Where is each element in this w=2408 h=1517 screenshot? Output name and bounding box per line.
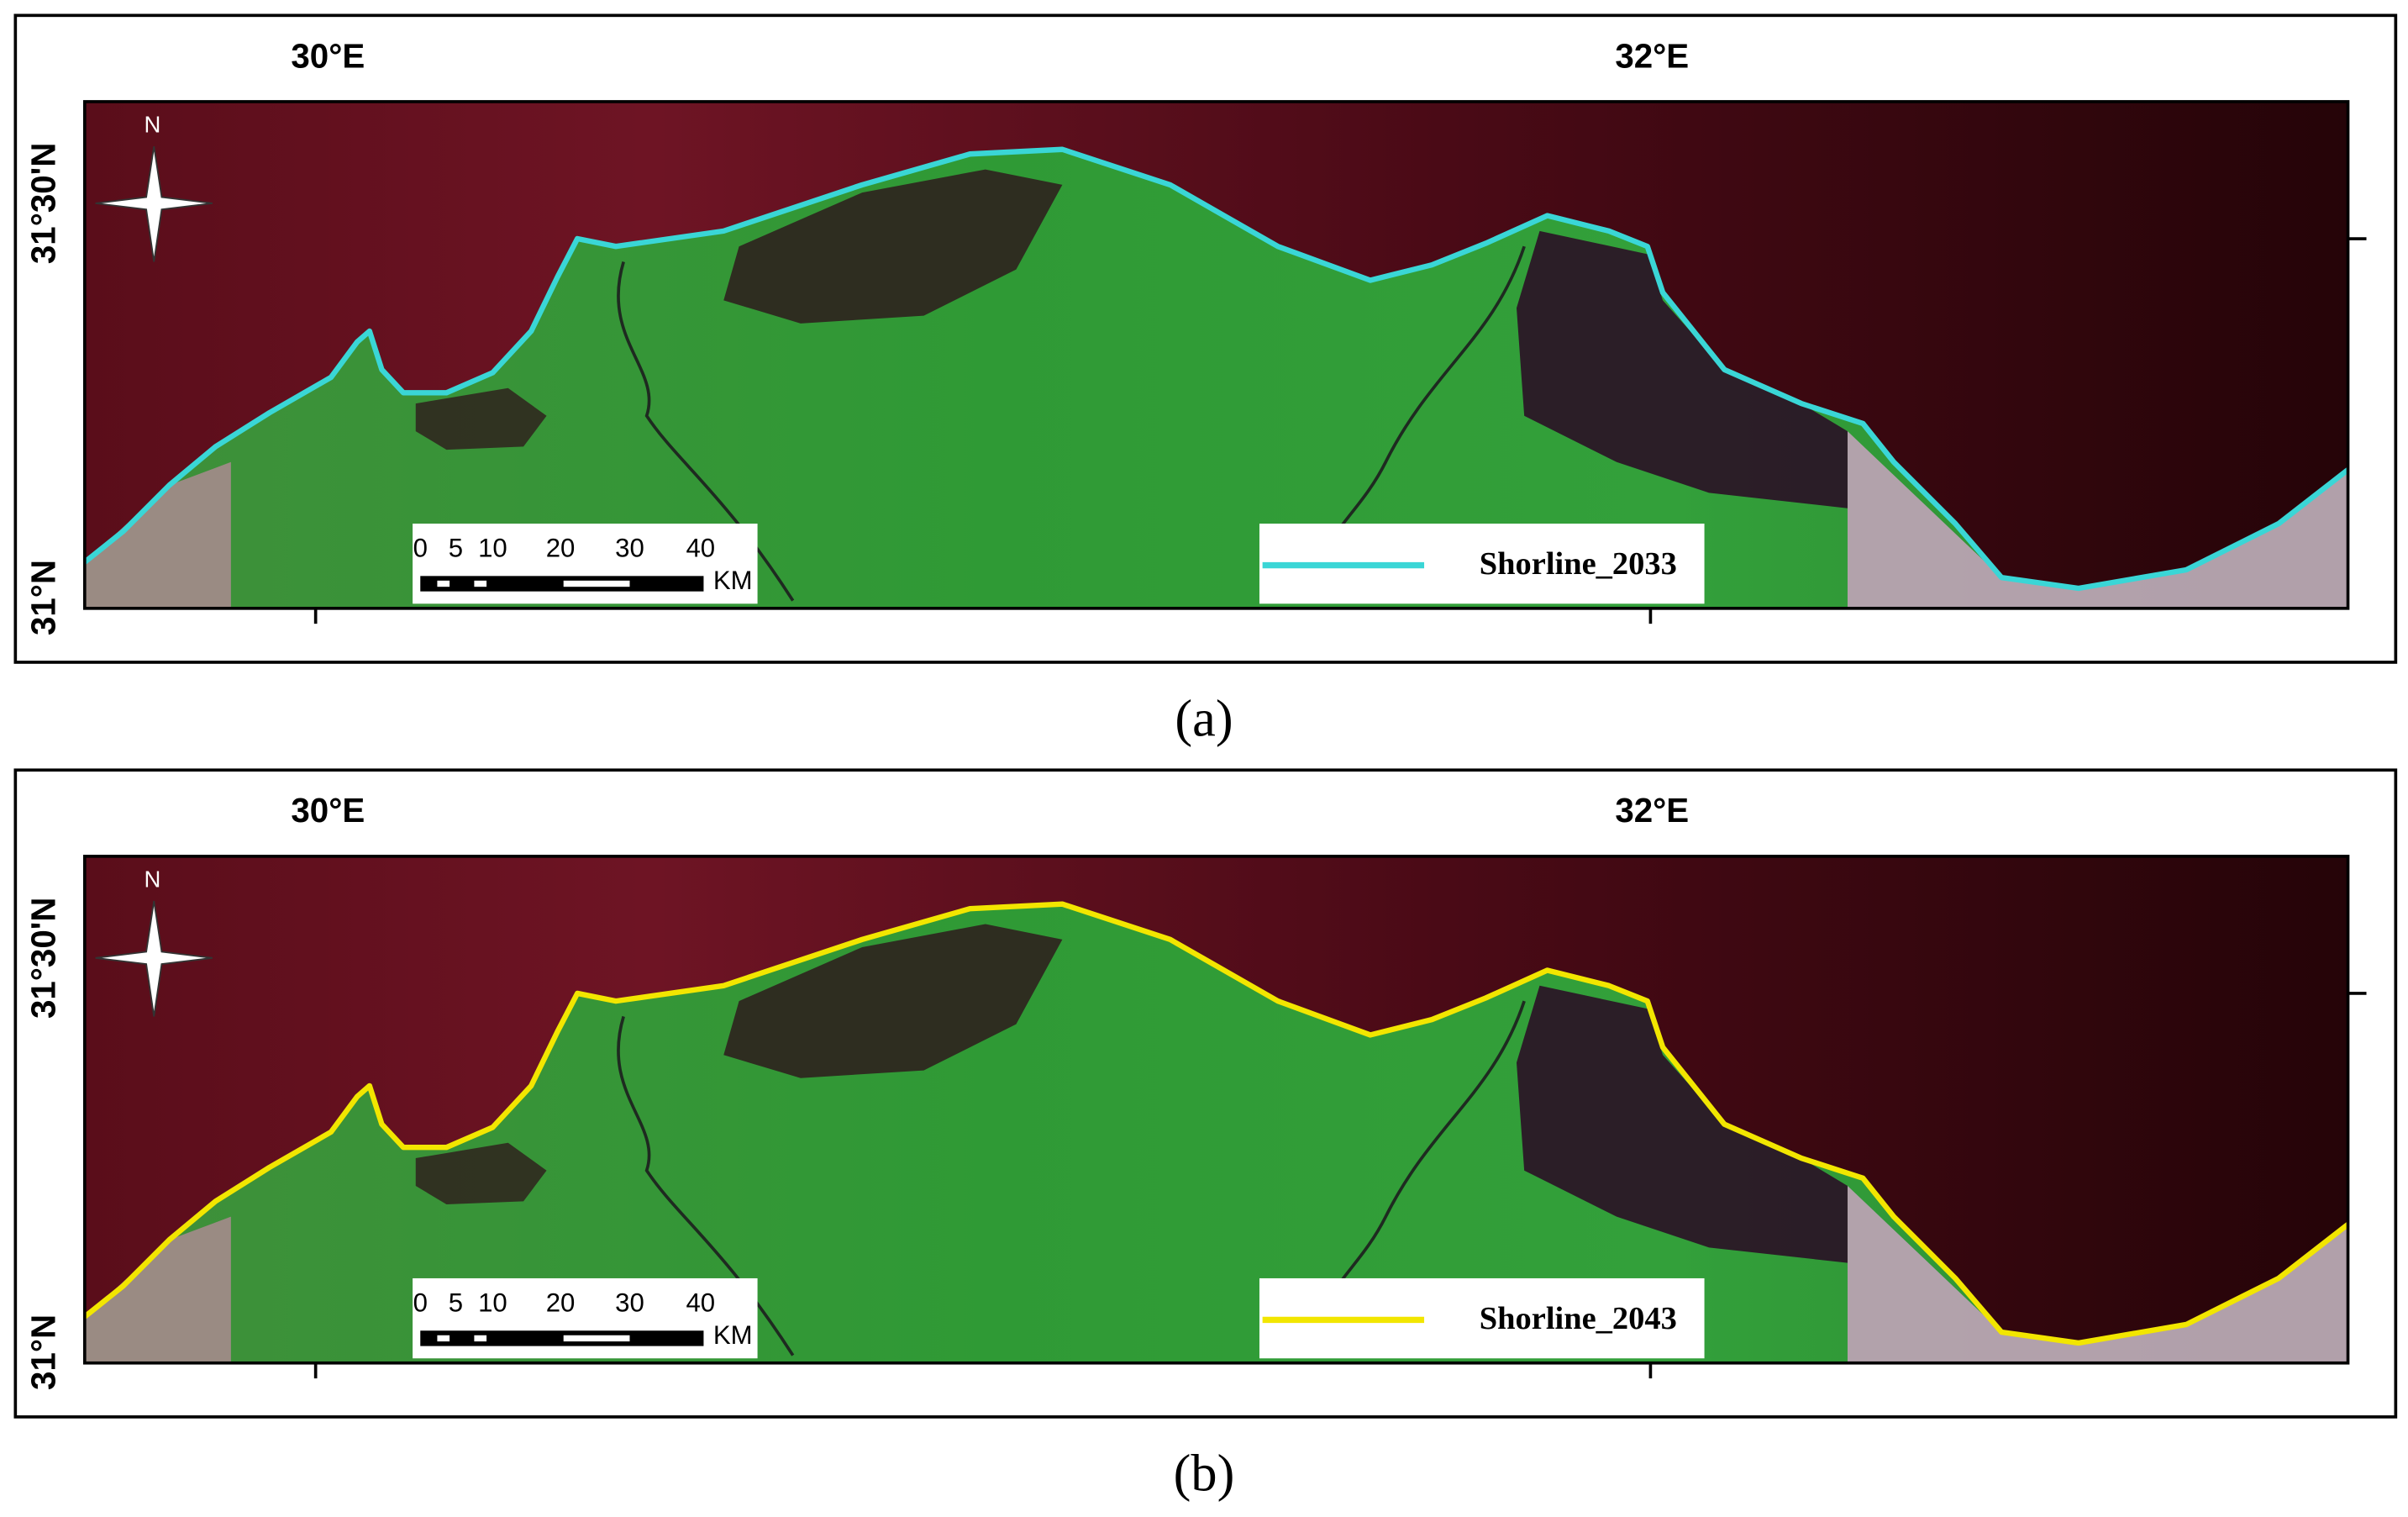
legend-label: Shorline_2033 (1480, 546, 1677, 582)
latitude-label: 31°30'N (25, 898, 63, 1019)
scale-segment (474, 580, 487, 587)
map-border (82, 855, 2350, 1365)
scale-segment (563, 1335, 630, 1342)
scale-label: 30 (615, 1288, 644, 1317)
scale-label: 0 (413, 1288, 428, 1317)
shoreline (82, 146, 2350, 592)
latitude-label: 31°N (25, 1314, 63, 1390)
north-label: N (144, 866, 160, 892)
alexandria (84, 461, 231, 608)
panel: 30°E 32°E 31°30'N 31°N N 0 5 10 20 30 40 KM Shorline… (13, 13, 2398, 748)
idku-lake (415, 387, 547, 450)
scale-segment (563, 580, 630, 587)
scale-label: 0 (413, 533, 428, 562)
latitude-label: 31°30'N (25, 143, 63, 264)
scale-label: 5 (449, 533, 463, 562)
idku-lake (415, 1142, 547, 1205)
scale-label: 40 (686, 533, 715, 562)
scale-label: 40 (686, 1288, 715, 1317)
caption: (b) (1174, 1444, 1235, 1502)
scale-label: 20 (546, 1288, 576, 1317)
scale-label: 5 (449, 1288, 463, 1317)
caption: (a) (1175, 690, 1233, 748)
burullus-lake (723, 169, 1063, 324)
north-arrow (95, 900, 213, 1017)
scale-segment (474, 1335, 487, 1342)
burullus-lake (723, 924, 1063, 1078)
north-arrow (95, 145, 213, 262)
coastal-plain (1847, 431, 2348, 608)
map-border (82, 100, 2350, 610)
longitude-label: 30°E (291, 37, 365, 75)
map (82, 856, 2350, 1363)
scale-label: 20 (546, 533, 576, 562)
scale-bar (420, 1330, 704, 1346)
eastern-lagoon (1516, 985, 1848, 1263)
scale-label: 10 (478, 1288, 507, 1317)
longitude-label: 32°E (1615, 792, 1689, 830)
legend-label: Shorline_2043 (1480, 1301, 1677, 1336)
scale-bar (420, 576, 704, 592)
scale-unit: KM (713, 566, 753, 595)
longitude-label: 32°E (1615, 37, 1689, 75)
scale-unit: KM (713, 1320, 753, 1350)
shoreline (82, 901, 2350, 1346)
nile-branch (617, 1015, 795, 1356)
longitude-label: 30°E (291, 792, 365, 830)
scale-label: 10 (478, 533, 507, 562)
scale-segment (437, 1335, 450, 1342)
latitude-label: 31°N (25, 560, 63, 635)
nile-branch (617, 261, 795, 602)
eastern-lagoon (1516, 230, 1848, 508)
scale-label: 30 (615, 533, 644, 562)
alexandria (84, 1216, 231, 1363)
north-label: N (144, 112, 160, 138)
coastal-plain (1847, 1186, 2348, 1363)
panel: 30°E 32°E 31°30'N 31°N N 0 5 10 20 30 40 KM Shorline… (13, 768, 2398, 1502)
scale-segment (437, 580, 450, 587)
